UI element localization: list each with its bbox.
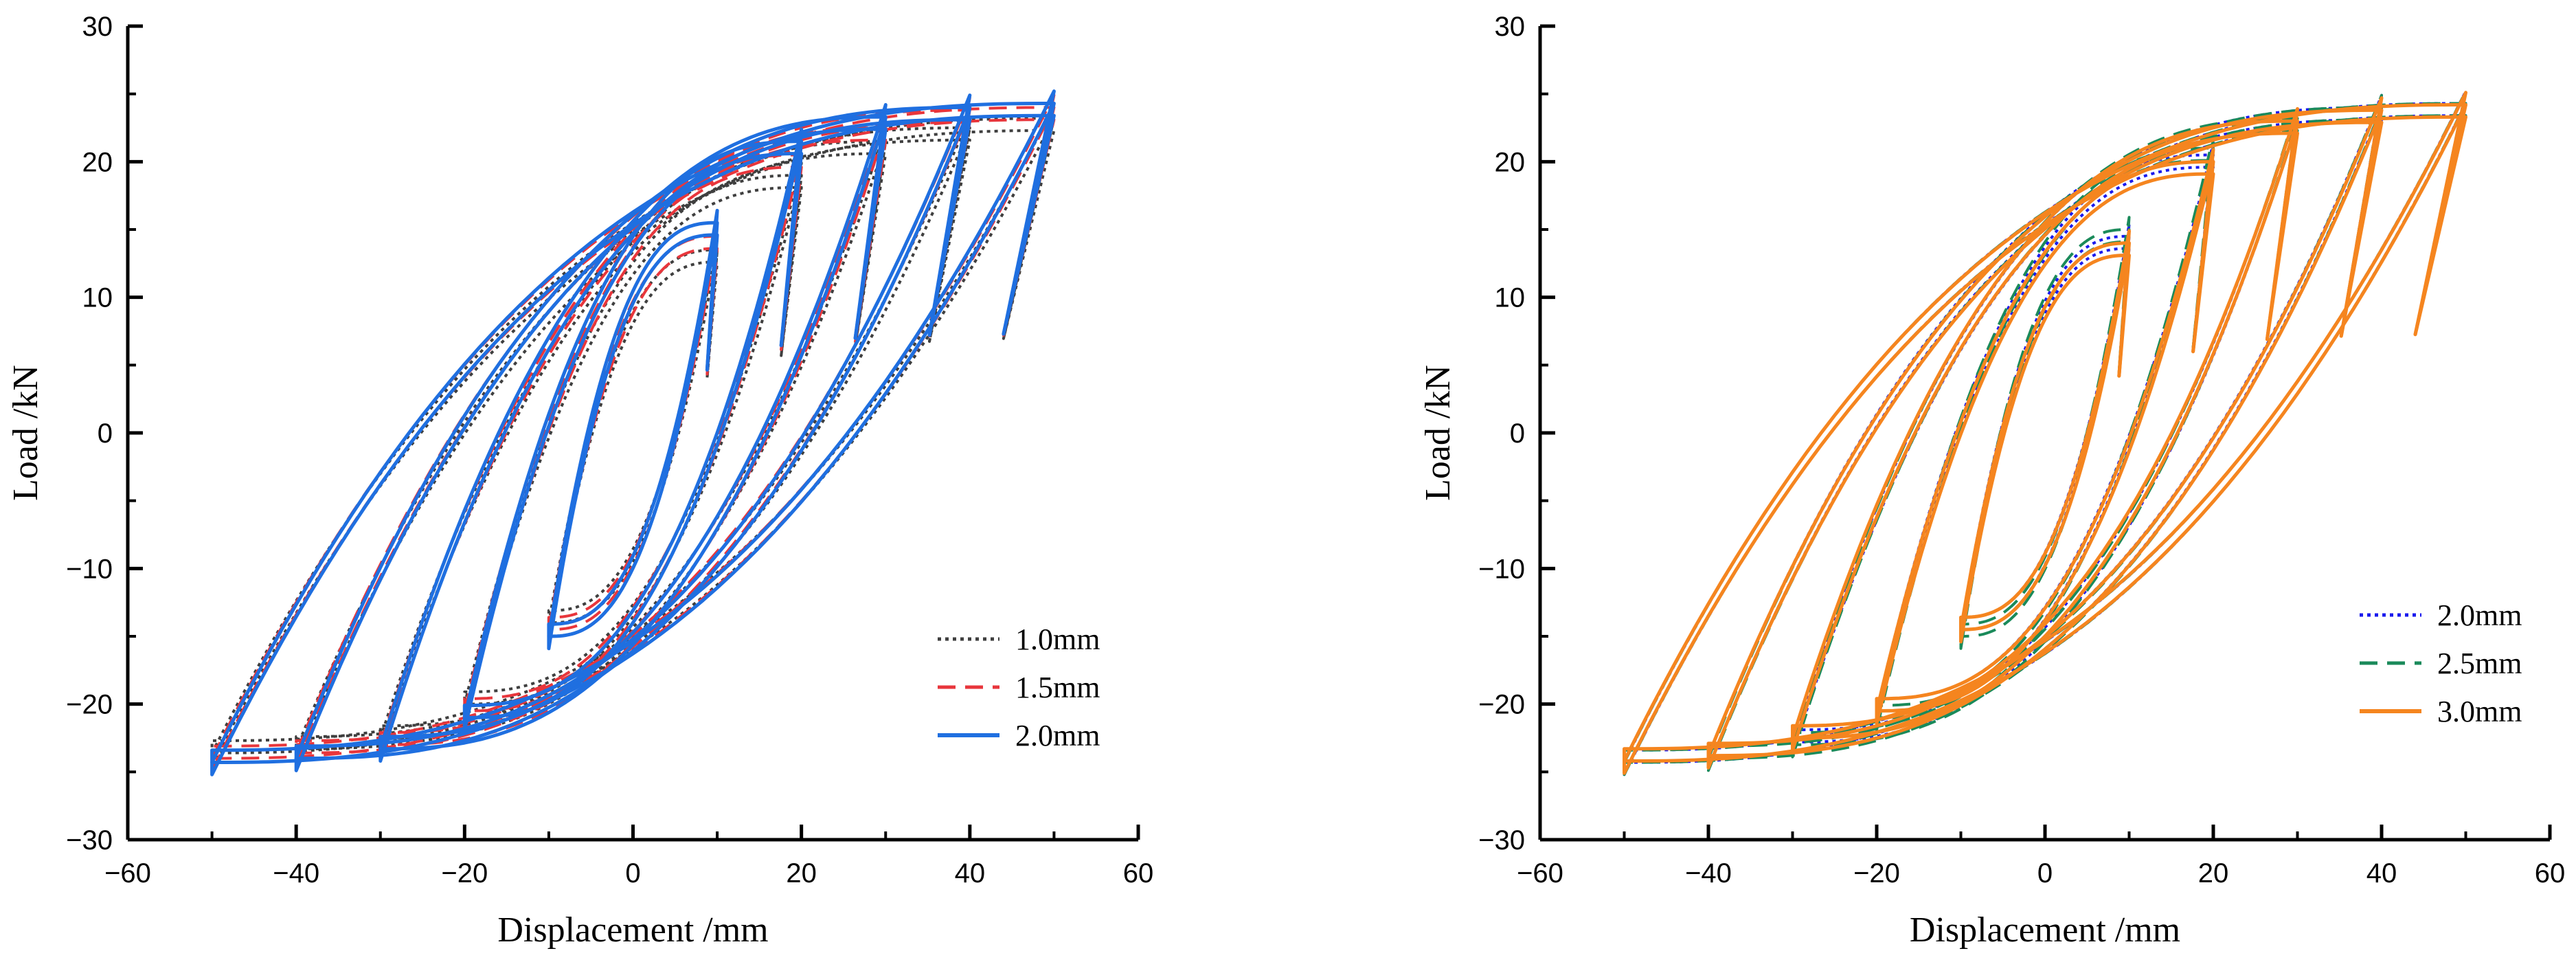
p0-series-1-cycle-3-0 [295,109,971,754]
p0-x-tick-label-0: −60 [104,858,151,888]
p1-series-2-cycle-3-0 [1706,108,2384,758]
p1-x-tick-label-2: −20 [1853,858,1900,888]
p0-legend-label-1: 1.5mm [1015,671,1100,704]
p0-x-axis-title: Displacement /mm [497,910,768,950]
p0-x-tick-label-4: 20 [786,858,817,888]
p0-y-tick-label-4: 10 [82,283,113,313]
right-chart-panel: −60 −40 −20 0 20 40 60 −30 −20 −10 0 10 20 30 Displace… [1419,12,2565,950]
p0-x-tick-label-1: −40 [273,858,319,888]
p1-series-1-cycle-4-0 [1623,102,2467,764]
p0-series-2-cycle-4-1 [210,89,1056,776]
p0-y-tick-label-6: 30 [82,12,113,42]
p1-x-tick-label-5: 40 [2366,858,2397,888]
p0-y-axis-title: Load /kN [6,365,45,501]
p1-series-0-cycle-3-0 [1707,106,2383,757]
p0-series-1-cycle-4-1 [210,93,1056,772]
p1-legend-label-0: 2.0mm [2437,599,2522,632]
p1-legend-label-2: 3.0mm [2437,695,2522,728]
p0-x-tick-label-5: 40 [955,858,986,888]
p1-x-axis-title: Displacement /mm [1910,910,2180,950]
p0-series-2-cycle-0-1 [547,208,719,651]
p0-series-2-cycle-1-1 [462,127,804,732]
p1-series-1-cycle-3-0 [1707,106,2383,760]
p1-series-2-cycle-4-0 [1623,103,2467,763]
p0-series-2-cycle-3-0 [294,105,972,761]
p0-x-tick-label-6: 60 [1123,858,1154,888]
p1-y-tick-label-4: 10 [1495,283,1526,313]
p1-series-2-cycle-4-1 [1623,91,2467,775]
p0-legend: 1.0mm 1.5mm 2.0mm [938,623,1100,752]
p1-series-0-cycle-4-0 [1623,102,2467,764]
p0-x-tick-label-3: 0 [625,858,640,888]
p0-y-tick-label-0: −30 [66,825,113,855]
p0-y-tick-label-3: 0 [98,418,113,449]
p1-series-2-cycle-0-1 [1959,229,2131,644]
p1-series-2-cycle-1-1 [1875,148,2215,725]
p0-legend-label-0: 1.0mm [1015,623,1100,656]
p1-legend-label-1: 2.5mm [2437,647,2522,680]
p1-series-2-cycle-2-1 [1791,107,2299,752]
p1-y-tick-label-2: −10 [1478,554,1525,584]
p1-y-axis-title: Load /kN [1419,365,1458,501]
p0-x-tick-label-2: −20 [441,858,488,888]
p1-series-1-cycle-0-0 [1959,228,2131,638]
p1-x-tick-label-1: −40 [1685,858,1732,888]
p1-x-tick-label-6: 60 [2535,858,2566,888]
p1-x-tick-label-3: 0 [2037,858,2053,888]
p1-x-tick-label-0: −60 [1517,858,1563,888]
left-chart-panel: −60 −40 −20 0 20 40 60 −30 −20 −10 0 10 20 30 Displace… [6,12,1153,950]
p1-series-group [1623,89,2467,776]
p1-series-1-cycle-3-1 [1707,93,2383,772]
p1-y-tick-label-5: 20 [1495,147,1526,177]
p1-x-tick-label-4: 20 [2198,858,2229,888]
p0-y-tick-label-1: −20 [66,690,113,720]
p0-legend-label-2: 2.0mm [1015,719,1100,752]
p1-legend: 2.0mm 2.5mm 3.0mm [2360,599,2522,728]
p0-y-tick-label-5: 20 [82,147,113,177]
p1-series-0-cycle-3-1 [1707,93,2383,770]
p0-series-1-cycle-3-1 [295,96,971,767]
p0-series-1-cycle-2-0 [379,126,888,746]
p1-y-tick-label-6: 30 [1495,12,1526,42]
p1-y-tick-label-0: −30 [1478,825,1525,855]
p1-y-tick-label-3: 0 [1510,418,1525,449]
p0-series-group [210,89,1056,776]
p0-y-tick-label-2: −10 [66,554,113,584]
p0-series-2-cycle-3-1 [294,93,972,772]
p1-series-2-cycle-3-1 [1706,96,2384,770]
p1-y-tick-label-1: −20 [1478,690,1525,720]
